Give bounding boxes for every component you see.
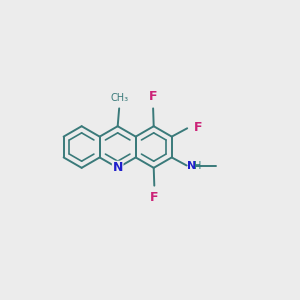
Text: N: N bbox=[112, 161, 123, 174]
Text: N: N bbox=[188, 161, 197, 171]
Text: F: F bbox=[150, 191, 159, 204]
Text: F: F bbox=[149, 90, 158, 103]
Text: H: H bbox=[194, 161, 201, 171]
Text: F: F bbox=[194, 121, 202, 134]
Text: CH₃: CH₃ bbox=[110, 93, 128, 103]
